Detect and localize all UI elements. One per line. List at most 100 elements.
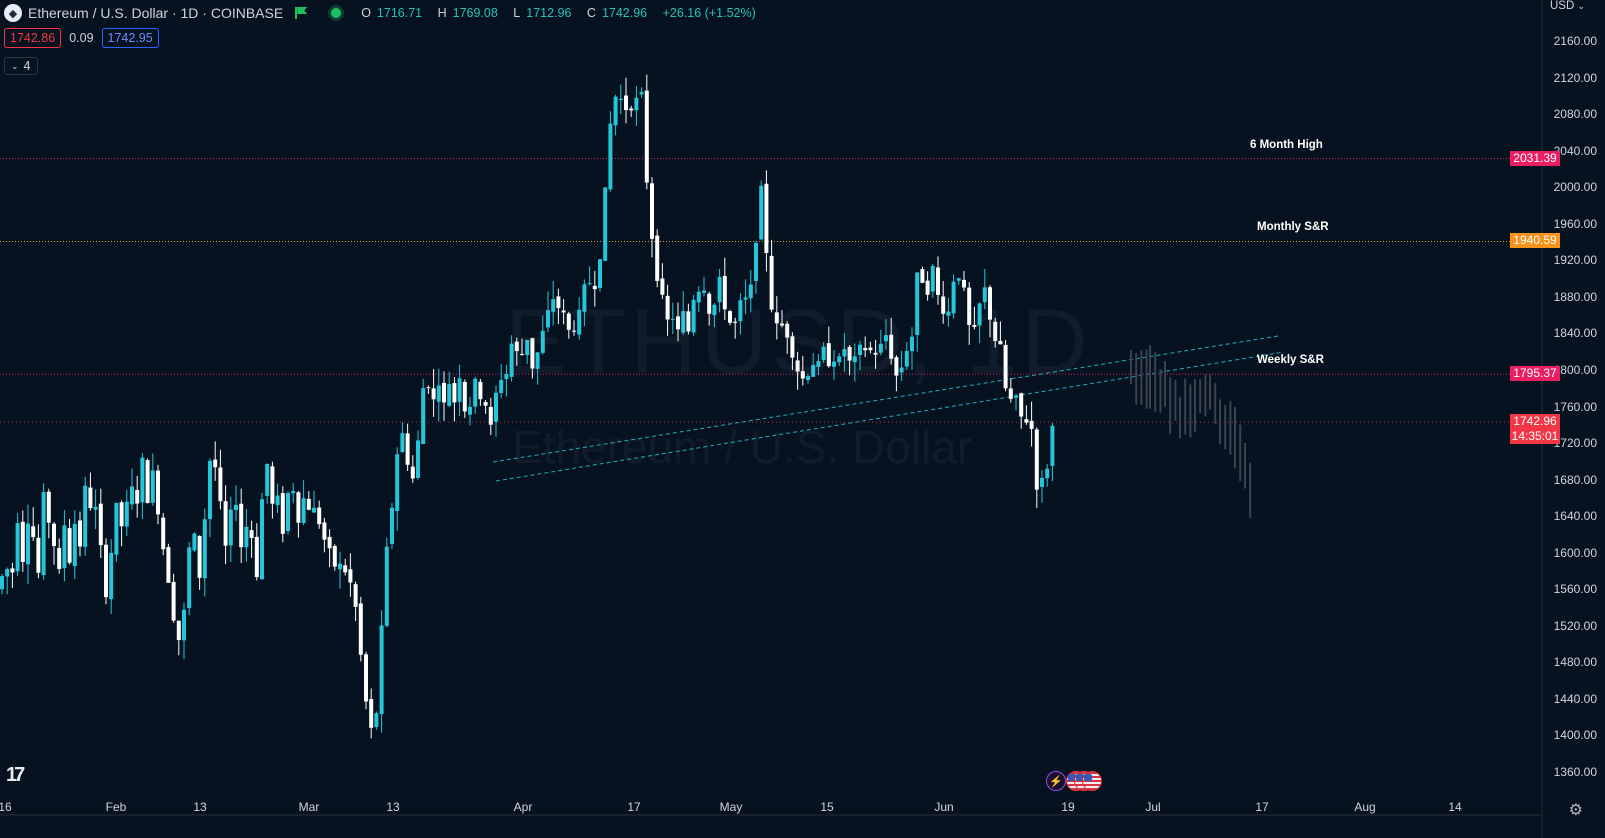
candle[interactable] <box>962 271 966 291</box>
candle[interactable] <box>556 288 561 325</box>
candle[interactable] <box>161 512 166 556</box>
candle[interactable] <box>634 86 639 126</box>
candle[interactable] <box>686 303 691 335</box>
candle[interactable] <box>338 551 342 589</box>
candle[interactable] <box>405 423 410 471</box>
candle[interactable] <box>904 342 909 371</box>
candle[interactable] <box>390 502 394 549</box>
candle[interactable] <box>608 111 613 192</box>
candle[interactable] <box>348 553 353 597</box>
candle[interactable] <box>972 306 977 330</box>
sell-price-button[interactable]: 1742.86 <box>4 28 62 48</box>
candle[interactable] <box>202 508 207 597</box>
candle[interactable] <box>546 291 550 333</box>
candle[interactable] <box>182 602 186 660</box>
candle[interactable] <box>878 329 883 356</box>
candle[interactable] <box>5 567 10 595</box>
candle[interactable] <box>462 379 467 418</box>
candle[interactable] <box>977 302 982 344</box>
candle[interactable] <box>1034 427 1039 509</box>
candle[interactable] <box>847 344 852 376</box>
candle[interactable] <box>728 309 732 326</box>
candle[interactable] <box>780 309 784 328</box>
candle[interactable] <box>764 170 769 272</box>
candle[interactable] <box>228 496 233 563</box>
candle[interactable] <box>582 279 587 327</box>
candle[interactable] <box>473 376 478 414</box>
candle[interactable] <box>644 74 649 190</box>
candle[interactable] <box>499 364 504 399</box>
lightning-event-icon[interactable]: ⚡ <box>1046 771 1066 791</box>
candle[interactable] <box>535 351 540 385</box>
candle[interactable] <box>62 510 67 582</box>
candle[interactable] <box>431 369 436 417</box>
candle[interactable] <box>910 327 914 370</box>
candle[interactable] <box>915 271 920 352</box>
candle[interactable] <box>941 281 946 324</box>
candle[interactable] <box>166 543 171 583</box>
candle[interactable] <box>457 364 462 416</box>
candle[interactable] <box>852 343 857 382</box>
candle[interactable] <box>899 350 904 381</box>
candle[interactable] <box>358 596 363 662</box>
candle[interactable] <box>260 492 264 580</box>
candle[interactable] <box>436 368 441 422</box>
candle[interactable] <box>296 491 301 538</box>
candle[interactable] <box>956 277 961 286</box>
candle[interactable] <box>993 317 998 348</box>
market-status-icon[interactable] <box>331 8 342 18</box>
candle[interactable] <box>670 302 675 335</box>
candle[interactable] <box>514 337 519 366</box>
candle[interactable] <box>832 350 836 380</box>
candle[interactable] <box>374 711 379 730</box>
candle[interactable] <box>483 399 488 414</box>
candle[interactable] <box>592 270 597 307</box>
candle[interactable] <box>702 276 706 297</box>
candle[interactable] <box>426 385 431 395</box>
candle[interactable] <box>1040 470 1044 503</box>
candle[interactable] <box>286 491 290 535</box>
candle[interactable] <box>525 339 530 365</box>
candle[interactable] <box>1029 401 1034 447</box>
candle[interactable] <box>842 332 847 372</box>
candle[interactable] <box>1045 464 1050 487</box>
candle[interactable] <box>1003 339 1008 392</box>
candle[interactable] <box>369 688 374 739</box>
candle[interactable] <box>566 311 571 339</box>
candle[interactable] <box>733 317 738 339</box>
candle[interactable] <box>327 529 332 568</box>
buy-price-button[interactable]: 1742.95 <box>101 28 159 48</box>
candle[interactable] <box>109 539 114 614</box>
candle[interactable] <box>317 500 322 529</box>
candle[interactable] <box>280 486 285 543</box>
indicators-toggle-button[interactable]: ⌄ 4 <box>4 57 38 75</box>
candle[interactable] <box>395 447 400 531</box>
candle[interactable] <box>98 488 103 558</box>
tradingview-logo-icon[interactable]: 17 <box>6 764 25 786</box>
candle[interactable] <box>213 441 218 481</box>
candle[interactable] <box>769 239 774 313</box>
candle[interactable] <box>130 468 134 510</box>
candle[interactable] <box>145 458 150 504</box>
candle[interactable] <box>447 371 452 408</box>
candle[interactable] <box>587 266 592 286</box>
candle[interactable] <box>88 472 93 511</box>
candle[interactable] <box>868 341 873 354</box>
candle[interactable] <box>707 291 712 326</box>
candle[interactable] <box>72 510 77 580</box>
gear-icon[interactable]: ⚙ <box>1568 802 1583 819</box>
candle[interactable] <box>270 461 275 519</box>
candle[interactable] <box>748 269 753 313</box>
candle[interactable] <box>930 264 935 298</box>
candle[interactable] <box>192 531 197 552</box>
candle[interactable] <box>31 507 36 541</box>
candle[interactable] <box>41 483 46 580</box>
candle[interactable] <box>774 296 779 340</box>
candle[interactable] <box>135 475 140 518</box>
candle[interactable] <box>920 266 925 284</box>
candle[interactable] <box>104 538 108 605</box>
candle[interactable] <box>837 353 842 366</box>
candle[interactable] <box>218 449 223 510</box>
candle[interactable] <box>244 509 249 562</box>
candle[interactable] <box>223 485 228 565</box>
